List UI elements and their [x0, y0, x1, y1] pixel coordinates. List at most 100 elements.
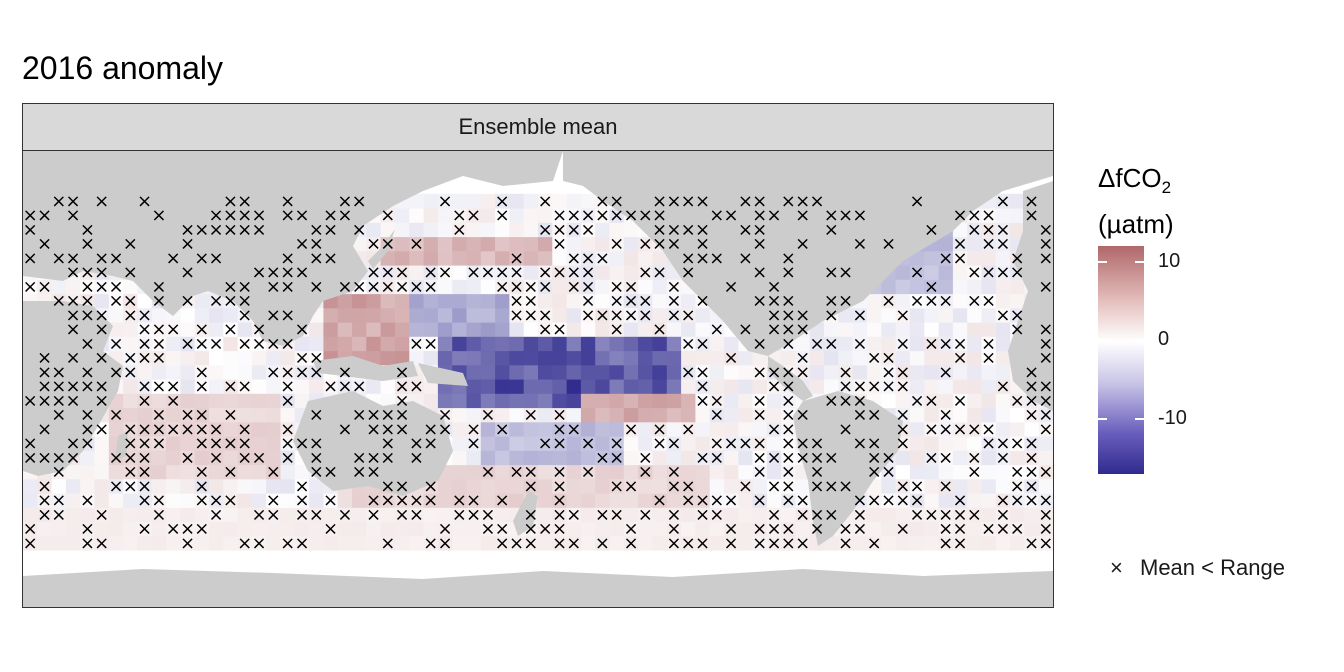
anomaly-cell — [266, 407, 281, 423]
anomaly-cell — [824, 379, 839, 394]
anomaly-cell — [480, 307, 496, 323]
anomaly-cell — [695, 521, 711, 537]
anomaly-cell — [194, 507, 210, 523]
significance-mark: × — [151, 291, 166, 312]
anomaly-cell — [995, 208, 1011, 223]
anomaly-cell — [223, 436, 239, 451]
significance-mark: × — [94, 533, 109, 554]
significance-mark: × — [924, 333, 939, 354]
anomaly-cell — [538, 293, 553, 309]
significance-mark: × — [180, 405, 195, 426]
anomaly-cell — [938, 250, 954, 266]
anomaly-cell — [523, 421, 539, 437]
significance-mark: × — [1024, 405, 1039, 426]
anomaly-cell — [981, 493, 997, 508]
anomaly-cell — [323, 322, 339, 337]
significance-mark: × — [209, 419, 224, 440]
anomaly-cell — [795, 521, 811, 537]
significance-mark: × — [752, 533, 767, 554]
anomaly-cell — [881, 336, 897, 352]
anomaly-cell — [65, 507, 81, 523]
significance-mark: × — [809, 476, 824, 497]
significance-mark: × — [566, 276, 581, 297]
anomaly-cell — [609, 336, 625, 352]
anomaly-cell — [566, 379, 582, 394]
significance-mark: × — [766, 305, 781, 326]
significance-mark: × — [509, 248, 524, 269]
significance-mark: × — [294, 362, 309, 383]
anomaly-cell — [623, 436, 639, 451]
anomaly-cell — [1010, 436, 1025, 451]
significance-mark: × — [566, 205, 581, 226]
anomaly-cell — [609, 236, 625, 252]
significance-mark: × — [552, 234, 567, 255]
significance-mark: × — [1010, 248, 1025, 269]
anomaly-cell — [924, 279, 940, 295]
anomaly-cell — [695, 493, 711, 508]
anomaly-cell — [280, 436, 296, 451]
significance-mark: × — [881, 234, 896, 255]
significance-mark: × — [37, 376, 52, 397]
anomaly-cell — [80, 535, 95, 551]
significance-mark: × — [652, 219, 667, 240]
anomaly-cell — [738, 421, 754, 437]
anomaly-cell — [566, 464, 582, 480]
anomaly-cell — [566, 507, 582, 523]
anomaly-cell — [738, 436, 754, 451]
anomaly-cell — [867, 307, 882, 323]
significance-mark: × — [781, 533, 796, 554]
anomaly-cell — [423, 250, 439, 266]
land-north-america — [563, 151, 1053, 356]
anomaly-cell — [209, 336, 224, 352]
anomaly-cell — [967, 222, 982, 238]
anomaly-cell — [824, 322, 839, 337]
significance-mark: × — [981, 433, 996, 454]
significance-mark: × — [581, 219, 596, 240]
anomaly-cell — [495, 222, 510, 238]
anomaly-cell — [809, 336, 825, 352]
anomaly-cell — [652, 493, 668, 508]
anomaly-cell — [580, 265, 596, 280]
anomaly-cell — [366, 322, 382, 337]
anomaly-cell — [80, 478, 95, 494]
anomaly-cell — [909, 379, 925, 394]
significance-mark: × — [251, 219, 266, 240]
anomaly-cell — [452, 421, 467, 437]
significance-mark: × — [681, 191, 696, 212]
significance-mark: × — [223, 462, 238, 483]
anomaly-cell — [995, 193, 1011, 209]
anomaly-cell — [652, 436, 668, 451]
significance-mark: × — [237, 276, 252, 297]
anomaly-cell — [1010, 208, 1025, 223]
anomaly-cell — [280, 478, 296, 494]
significance-mark: × — [523, 305, 538, 326]
anomaly-cell — [495, 350, 510, 366]
anomaly-cell — [638, 535, 653, 551]
anomaly-cell — [781, 464, 796, 480]
anomaly-cell — [166, 535, 181, 551]
significance-mark: × — [938, 362, 953, 383]
significance-mark: × — [223, 205, 238, 226]
anomaly-cell — [194, 379, 210, 394]
significance-mark: × — [523, 504, 538, 525]
significance-mark: × — [180, 519, 195, 540]
anomaly-cell — [995, 307, 1011, 323]
significance-mark: × — [981, 262, 996, 283]
anomaly-cell — [809, 379, 825, 394]
significance-mark: × — [366, 419, 381, 440]
significance-mark: × — [380, 433, 395, 454]
anomaly-cell — [795, 493, 811, 508]
anomaly-cell — [423, 265, 439, 280]
significance-mark: × — [294, 433, 309, 454]
anomaly-cell — [437, 493, 453, 508]
significance-mark: × — [995, 234, 1010, 255]
significance-mark: × — [623, 305, 638, 326]
anomaly-cell — [495, 236, 510, 252]
significance-mark: × — [108, 276, 123, 297]
anomaly-cell — [194, 521, 210, 537]
anomaly-cell — [538, 336, 553, 352]
significance-mark: × — [294, 262, 309, 283]
significance-mark: × — [137, 447, 152, 468]
significance-mark: × — [738, 219, 753, 240]
significance-mark: × — [752, 291, 767, 312]
